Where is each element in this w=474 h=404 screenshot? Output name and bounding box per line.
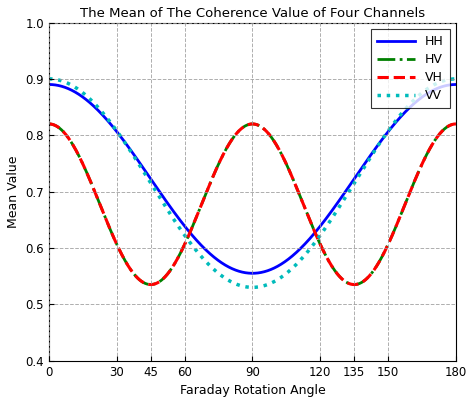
Line: HH: HH [49, 84, 456, 273]
HH [67, 87, 73, 92]
VH [244, 123, 250, 128]
VH [46, 122, 52, 126]
VH [67, 137, 73, 142]
X-axis label: Faraday Rotation Angle: Faraday Rotation Angle [180, 384, 325, 397]
HH [441, 84, 447, 88]
HV [67, 137, 73, 142]
Title: The Mean of The Coherence Value of Four Channels: The Mean of The Coherence Value of Four … [80, 7, 425, 20]
Legend: HH, HV, VH, VV: HH, HV, VH, VV [371, 29, 450, 108]
VH [367, 273, 373, 278]
VH [441, 127, 447, 132]
HH [249, 271, 255, 276]
HV [453, 122, 459, 126]
HH [367, 154, 373, 159]
VV [46, 76, 52, 81]
VH [148, 282, 154, 287]
HH [453, 82, 459, 87]
Line: VH: VH [49, 124, 456, 284]
HV [441, 126, 447, 131]
Line: HV: HV [49, 124, 456, 284]
HH [233, 268, 239, 273]
VH [441, 126, 447, 131]
VH [453, 122, 459, 126]
VV [441, 78, 447, 83]
HV [367, 273, 373, 278]
HV [233, 131, 239, 136]
HV [244, 123, 250, 128]
Line: VV: VV [49, 79, 456, 287]
HH [441, 84, 447, 88]
VV [233, 282, 239, 286]
VV [244, 284, 250, 289]
HH [244, 271, 250, 276]
HV [441, 127, 447, 132]
VV [453, 76, 459, 81]
HV [148, 282, 154, 287]
VV [441, 78, 447, 83]
HV [46, 122, 52, 126]
Y-axis label: Mean Value: Mean Value [7, 155, 20, 228]
HH [46, 82, 52, 87]
VV [367, 156, 373, 161]
VH [233, 131, 239, 136]
VV [67, 82, 73, 86]
VV [249, 285, 255, 290]
